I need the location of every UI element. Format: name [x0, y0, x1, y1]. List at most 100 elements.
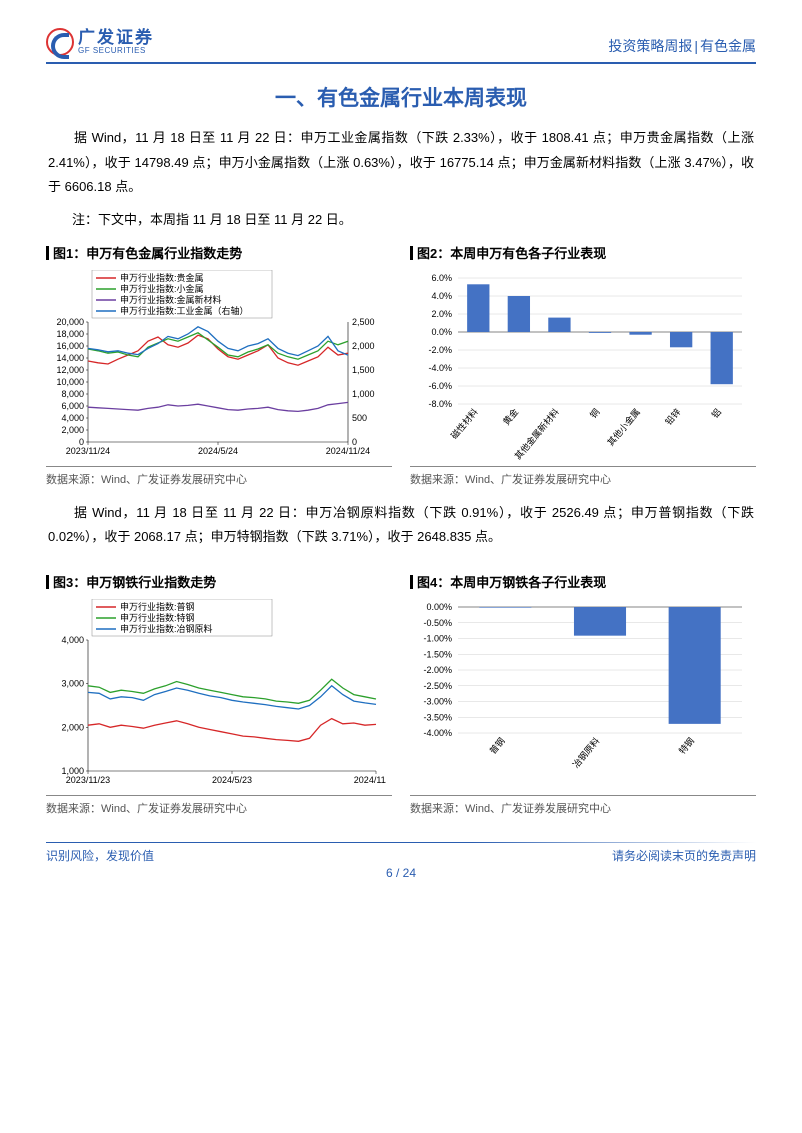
header-right-text: 有色金属 [700, 38, 756, 54]
svg-text:2,000: 2,000 [61, 722, 84, 732]
section-title: 一、有色金属行业本周表现 [46, 82, 756, 112]
svg-text:铜: 铜 [587, 406, 601, 420]
svg-text:6.0%: 6.0% [431, 273, 452, 283]
svg-text:-3.00%: -3.00% [423, 697, 452, 707]
svg-text:12,000: 12,000 [56, 365, 84, 375]
svg-text:申万行业指数:贵金属: 申万行业指数:贵金属 [120, 272, 204, 283]
svg-text:铝: 铝 [709, 406, 723, 420]
svg-text:-1.00%: -1.00% [423, 634, 452, 644]
svg-text:申万行业指数:小金属: 申万行业指数:小金属 [120, 283, 204, 294]
svg-text:2,000: 2,000 [61, 425, 84, 435]
accent-bar-icon [410, 246, 413, 260]
svg-text:-2.00%: -2.00% [423, 665, 452, 675]
svg-text:2,000: 2,000 [352, 341, 375, 351]
svg-text:2023/11/23: 2023/11/23 [66, 775, 110, 785]
svg-text:20,000: 20,000 [56, 317, 84, 327]
svg-text:-3.50%: -3.50% [423, 712, 452, 722]
note-1: 注：下文中，本周指 11 月 18 日至 11 月 22 日。 [46, 208, 756, 233]
svg-text:申万行业指数:工业金属（右轴）: 申万行业指数:工业金属（右轴） [120, 305, 249, 316]
fig4-title-text: 图4：本周申万钢铁各子行业表现 [417, 575, 606, 590]
page-total: 24 [403, 866, 416, 880]
footer-left: 识别风险，发现价值 [46, 847, 154, 864]
svg-text:6,000: 6,000 [61, 401, 84, 411]
footer-rule [46, 842, 756, 843]
fig3-chart: 申万行业指数:普钢申万行业指数:特钢申万行业指数:冶钢原料1,0002,0003… [46, 599, 392, 789]
svg-text:1,000: 1,000 [352, 389, 375, 399]
header-left-text: 投资策略周报 [608, 38, 692, 54]
svg-text:8,000: 8,000 [61, 389, 84, 399]
svg-text:3,000: 3,000 [61, 679, 84, 689]
svg-text:2024/11/24: 2024/11/24 [326, 446, 370, 456]
figure-row-1: 图1：申万有色金属行业指数走势 申万行业指数:贵金属申万行业指数:小金属申万行业… [46, 243, 756, 487]
svg-text:0.0%: 0.0% [431, 327, 452, 337]
svg-text:4,000: 4,000 [61, 635, 84, 645]
header-sep: | [694, 38, 698, 54]
svg-text:2024/5/23: 2024/5/23 [212, 775, 252, 785]
figure-row-2: 图3：申万钢铁行业指数走势 申万行业指数:普钢申万行业指数:特钢申万行业指数:冶… [46, 572, 756, 816]
page: 广发证券 GF SECURITIES 投资策略周报|有色金属 一、有色金属行业本… [0, 0, 802, 1133]
fig1-title-text: 图1：申万有色金属行业指数走势 [53, 246, 242, 261]
svg-text:4.0%: 4.0% [431, 291, 452, 301]
fig4-chart: -4.00% -3.50% -3.00% -2.50% -2.00% -1.50% -1.0… [410, 599, 756, 789]
svg-text:-4.00%: -4.00% [423, 728, 452, 738]
svg-text:-0.50%: -0.50% [423, 618, 452, 628]
brand-logo: 广发证券 GF SECURITIES [46, 28, 154, 56]
svg-text:2.0%: 2.0% [431, 309, 452, 319]
svg-text:18,000: 18,000 [56, 329, 84, 339]
figure-2: 图2：本周申万有色各子行业表现 -8.0%-6.0%-4.0%-2.0%0.0%… [410, 243, 756, 487]
svg-text:申万行业指数:特钢: 申万行业指数:特钢 [120, 612, 195, 623]
fig2-source: 数据来源：Wind、广发证券发展研究中心 [410, 466, 756, 487]
accent-bar-icon [46, 575, 49, 589]
fig3-title-text: 图3：申万钢铁行业指数走势 [53, 575, 216, 590]
fig2-title: 图2：本周申万有色各子行业表现 [410, 243, 756, 262]
svg-text:0.00%: 0.00% [426, 602, 452, 612]
fig3-source: 数据来源：Wind、广发证券发展研究中心 [46, 795, 392, 816]
svg-text:-4.0%: -4.0% [428, 363, 452, 373]
svg-text:-2.50%: -2.50% [423, 681, 452, 691]
fig3-title: 图3：申万钢铁行业指数走势 [46, 572, 392, 591]
svg-text:2023/11/24: 2023/11/24 [66, 446, 110, 456]
svg-text:其他小金属: 其他小金属 [605, 406, 642, 448]
fig1-chart: 申万行业指数:贵金属申万行业指数:小金属申万行业指数:金属新材料申万行业指数:工… [46, 270, 392, 460]
page-sep: / [393, 866, 403, 880]
figure-1: 图1：申万有色金属行业指数走势 申万行业指数:贵金属申万行业指数:小金属申万行业… [46, 243, 392, 487]
svg-text:-2.0%: -2.0% [428, 345, 452, 355]
svg-text:申万行业指数:冶钢原料: 申万行业指数:冶钢原料 [120, 623, 213, 634]
svg-text:-8.0%: -8.0% [428, 399, 452, 409]
svg-text:10,000: 10,000 [56, 377, 84, 387]
footer-right: 请务必阅读末页的免责声明 [612, 847, 756, 864]
svg-text:16,000: 16,000 [56, 341, 84, 351]
logo-mark-icon [46, 28, 74, 56]
svg-text:2024/5/24: 2024/5/24 [198, 446, 238, 456]
fig1-title: 图1：申万有色金属行业指数走势 [46, 243, 392, 262]
paragraph-1: 据 Wind，11 月 18 日至 11 月 22 日：申万工业金属指数（下跌 … [48, 126, 754, 200]
accent-bar-icon [46, 246, 49, 260]
fig1-source: 数据来源：Wind、广发证券发展研究中心 [46, 466, 392, 487]
fig4-source: 数据来源：Wind、广发证券发展研究中心 [410, 795, 756, 816]
header-bar: 广发证券 GF SECURITIES 投资策略周报|有色金属 [46, 28, 756, 64]
svg-text:500: 500 [352, 413, 367, 423]
svg-text:铅锌: 铅锌 [663, 406, 683, 427]
fig4-title: 图4：本周申万钢铁各子行业表现 [410, 572, 756, 591]
paragraph-2: 据 Wind，11 月 18 日至 11 月 22 日：申万冶钢原料指数（下跌 … [48, 501, 754, 550]
svg-text:特钢: 特钢 [676, 735, 696, 756]
header-doc-title: 投资策略周报|有色金属 [608, 36, 756, 56]
svg-text:2024/11/23: 2024/11/23 [354, 775, 386, 785]
svg-text:14,000: 14,000 [56, 353, 84, 363]
svg-text:磁性材料: 磁性材料 [448, 406, 480, 441]
brand-name-cn: 广发证券 [78, 29, 154, 47]
svg-text:申万行业指数:金属新材料: 申万行业指数:金属新材料 [120, 294, 222, 305]
brand-name-en: GF SECURITIES [78, 47, 154, 55]
fig2-chart: -8.0%-6.0%-4.0%-2.0%0.0%2.0%4.0%6.0%磁性材料… [410, 270, 756, 460]
svg-text:1,500: 1,500 [352, 365, 375, 375]
footer-bar: 识别风险，发现价值 请务必阅读末页的免责声明 [46, 847, 756, 864]
svg-text:冶钢原料: 冶钢原料 [570, 735, 602, 770]
svg-text:-1.50%: -1.50% [423, 649, 452, 659]
svg-text:2,500: 2,500 [352, 317, 375, 327]
page-current: 6 [386, 866, 393, 880]
figure-3: 图3：申万钢铁行业指数走势 申万行业指数:普钢申万行业指数:特钢申万行业指数:冶… [46, 572, 392, 816]
page-number: 6 / 24 [46, 866, 756, 880]
logo-text: 广发证券 GF SECURITIES [78, 29, 154, 55]
fig2-title-text: 图2：本周申万有色各子行业表现 [417, 246, 606, 261]
accent-bar-icon [410, 575, 413, 589]
